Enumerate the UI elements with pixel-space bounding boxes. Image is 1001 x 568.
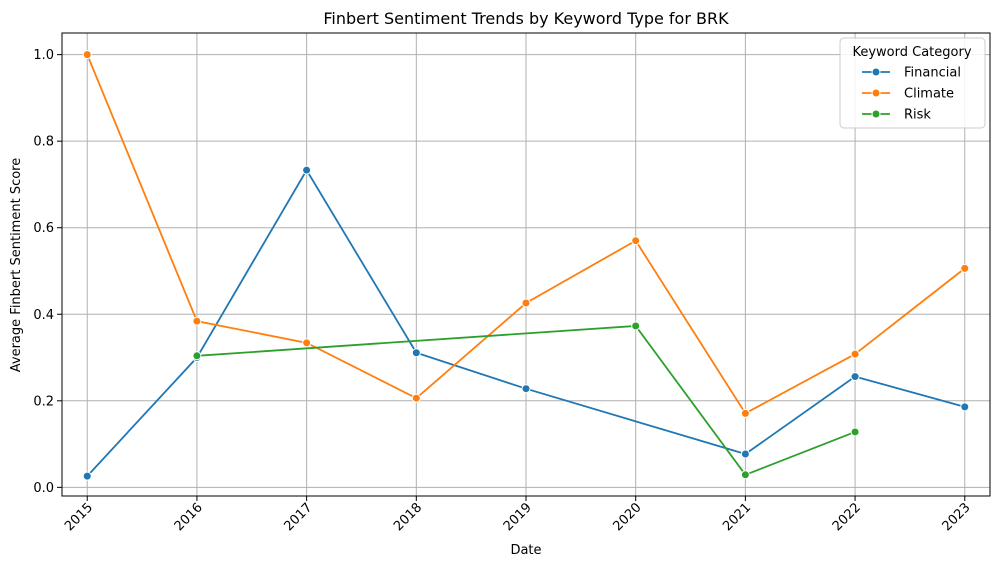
y-tick-label: 0.6: [33, 221, 54, 236]
data-point-financial: [740, 449, 750, 459]
data-point-climate: [82, 50, 92, 60]
data-point-climate: [302, 338, 312, 348]
data-point-climate: [521, 298, 531, 308]
data-point-climate: [192, 316, 202, 326]
data-point-financial: [960, 402, 970, 412]
y-tick-label: 0.0: [33, 481, 54, 496]
y-tick-label: 0.2: [33, 394, 54, 409]
data-point-risk: [631, 321, 641, 331]
data-point-climate: [411, 393, 421, 403]
legend-title: Keyword Category: [852, 45, 971, 60]
data-point-climate: [960, 263, 970, 273]
x-tick-label: 2023: [940, 500, 974, 534]
series-risk: [192, 321, 860, 480]
y-tick-label: 1.0: [33, 48, 54, 63]
legend-item-risk: Risk: [862, 108, 931, 123]
x-tick-label: 2017: [281, 500, 315, 534]
x-tick-label: 2022: [830, 500, 864, 534]
legend-label: Financial: [904, 66, 961, 81]
x-tick-label: 2020: [611, 500, 645, 534]
grid-lines: [62, 33, 990, 496]
data-point-financial: [850, 372, 860, 382]
data-point-risk: [740, 470, 750, 480]
series-line-risk: [196, 325, 856, 476]
data-point-financial: [411, 348, 421, 358]
y-axis: 0.0 0.2 0.4 0.6 0.8 1.0: [33, 48, 62, 496]
x-tick-label: 2015: [62, 500, 96, 534]
series-layer: [82, 50, 970, 481]
legend-item-climate: Climate: [862, 87, 954, 102]
series-line-financial: [86, 168, 966, 477]
x-axis: 2015 2016 2017 2018 2019 2020 2021 2022 2023: [62, 496, 974, 534]
data-point-climate: [850, 349, 860, 359]
legend-box: [839, 37, 986, 129]
legend-swatch-marker: [871, 67, 881, 77]
data-point-financial: [82, 471, 92, 481]
data-point-financial: [521, 384, 531, 394]
legend-label: Climate: [904, 87, 954, 102]
legend-swatch-marker: [871, 109, 881, 119]
legend-item-financial: Financial: [862, 66, 961, 81]
chart-title: Finbert Sentiment Trends by Keyword Type…: [323, 9, 729, 28]
y-axis-title: Average Finbert Sentiment Score: [9, 158, 24, 372]
series-climate: [82, 50, 970, 418]
x-tick-label: 2018: [391, 500, 425, 534]
x-axis-title: Date: [510, 543, 541, 558]
legend: Keyword Category Financial Climate Risk: [839, 37, 986, 129]
x-tick-label: 2016: [172, 500, 206, 534]
y-tick-label: 0.4: [33, 308, 54, 323]
series-financial: [82, 165, 970, 481]
data-point-financial: [302, 165, 312, 175]
legend-swatch-marker: [871, 88, 881, 98]
legend-label: Risk: [904, 108, 931, 123]
x-tick-label: 2021: [720, 500, 754, 534]
data-point-climate: [631, 236, 641, 246]
data-point-climate: [740, 408, 750, 418]
data-point-risk: [192, 351, 202, 361]
x-tick-label: 2019: [501, 500, 535, 534]
data-point-risk: [850, 427, 860, 437]
y-tick-label: 0.8: [33, 135, 54, 150]
